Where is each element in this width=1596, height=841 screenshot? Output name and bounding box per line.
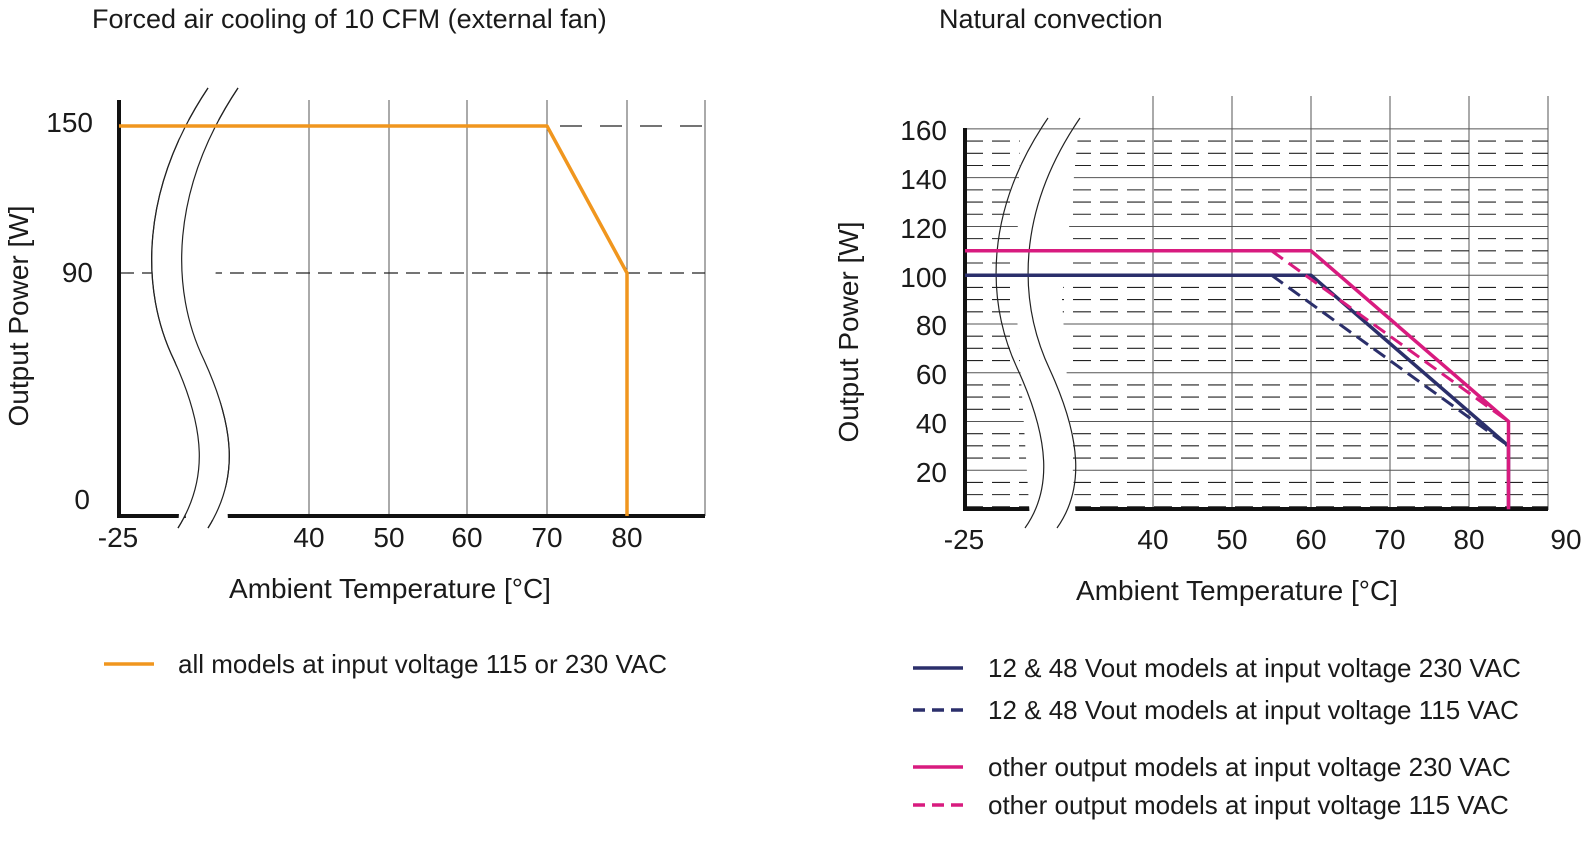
natural-x-tick-70: 70 <box>1374 524 1405 555</box>
forced-y-tick-150: 150 <box>46 107 93 138</box>
natural-legend-label-3: other output models at input voltage 115… <box>988 790 1509 820</box>
natural-y-tick-60: 60 <box>916 359 947 390</box>
natural-axis-break <box>995 117 1081 529</box>
forced-y-tick-0: 0 <box>74 484 90 515</box>
forced-air-title: Forced air cooling of 10 CFM (external f… <box>92 4 607 34</box>
natural-legend-label-0: 12 & 48 Vout models at input voltage 230… <box>988 653 1521 683</box>
natural-title: Natural convection <box>939 4 1163 34</box>
forced-x-axis-label: Ambient Temperature [°C] <box>229 573 551 604</box>
forced-x-tick-70: 70 <box>531 522 562 553</box>
natural-series-other-230vac-line <box>965 249 1511 510</box>
natural-y-tick-20: 20 <box>916 457 947 488</box>
natural-convection-chart: Natural convection 160 140 120 100 80 60… <box>833 4 1582 820</box>
forced-legend-label: all models at input voltage 115 or 230 V… <box>178 649 667 679</box>
natural-series-other-115vac-line <box>1270 249 1510 423</box>
natural-x-tick-40: 40 <box>1137 524 1168 555</box>
forced-x-tick-50: 50 <box>373 522 404 553</box>
forced-y-tick-90: 90 <box>62 257 93 288</box>
natural-y-tick-140: 140 <box>900 164 947 195</box>
natural-y-axis-label: Output Power [W] <box>833 222 864 443</box>
natural-y-tick-100: 100 <box>900 262 947 293</box>
forced-x-tick--25: -25 <box>98 522 138 553</box>
natural-legend-label-1: 12 & 48 Vout models at input voltage 115… <box>988 695 1519 725</box>
natural-x-tick-50: 50 <box>1216 524 1247 555</box>
natural-x-tick-90: 90 <box>1550 524 1581 555</box>
forced-y-axis-label: Output Power [W] <box>3 206 34 427</box>
natural-y-tick-80: 80 <box>916 310 947 341</box>
natural-y-tick-120: 120 <box>900 213 947 244</box>
natural-x-tick-80: 80 <box>1453 524 1484 555</box>
forced-axis-break <box>151 87 239 529</box>
natural-y-tick-40: 40 <box>916 408 947 439</box>
forced-air-chart: Forced air cooling of 10 CFM (external f… <box>3 4 706 679</box>
forced-x-tick-40: 40 <box>293 522 324 553</box>
forced-x-tick-60: 60 <box>451 522 482 553</box>
forced-series-all-models-line <box>119 124 629 516</box>
natural-x-tick-60: 60 <box>1295 524 1326 555</box>
natural-x-tick--25: -25 <box>944 524 984 555</box>
natural-legend-label-2: other output models at input voltage 230… <box>988 752 1511 782</box>
natural-series-12-48v-115vac-line <box>1270 273 1510 448</box>
natural-y-tick-160: 160 <box>900 115 947 146</box>
forced-x-tick-80: 80 <box>611 522 642 553</box>
natural-x-axis-label: Ambient Temperature [°C] <box>1076 575 1398 606</box>
